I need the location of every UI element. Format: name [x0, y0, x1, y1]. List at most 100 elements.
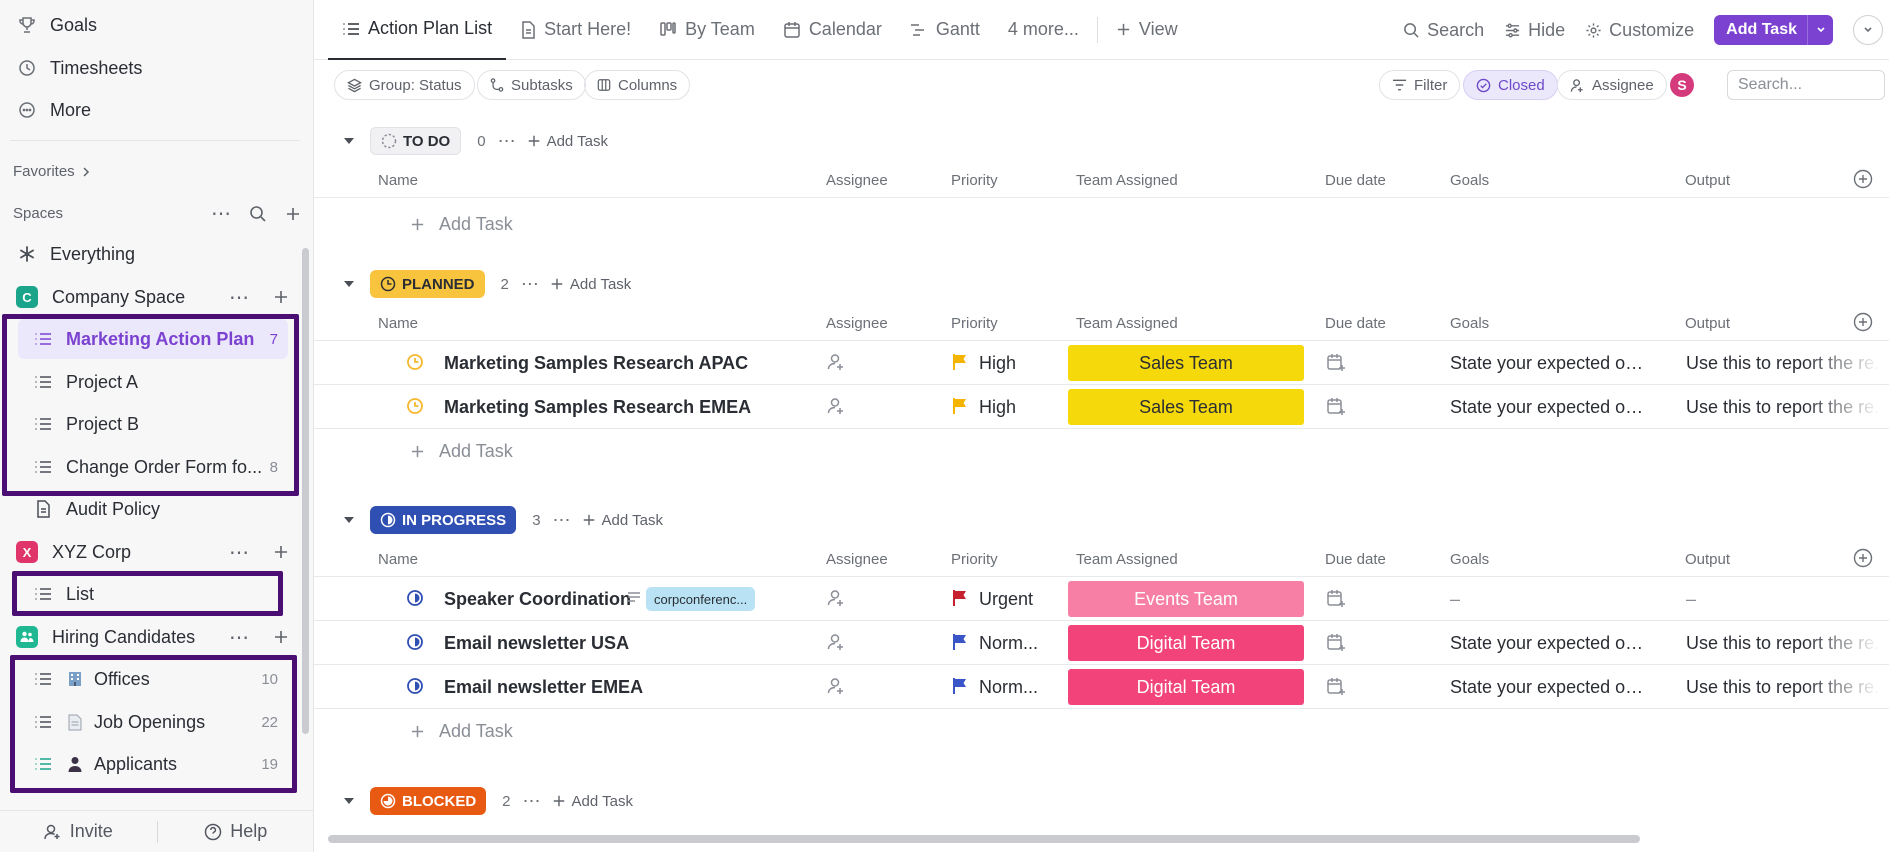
caret-down-icon[interactable] — [334, 797, 364, 805]
calendar-add-icon[interactable] — [1326, 396, 1346, 416]
column-due-date[interactable]: Due date — [1325, 172, 1386, 189]
tab-by-team[interactable]: By Team — [645, 0, 769, 60]
search-input[interactable] — [1727, 70, 1885, 100]
plus-icon[interactable] — [273, 629, 289, 645]
caret-down-icon[interactable] — [334, 280, 364, 288]
sidebar-list-applicants[interactable]: Applicants 19 — [8, 744, 288, 784]
status-planned-icon[interactable] — [406, 397, 424, 415]
column-output[interactable]: Output — [1685, 172, 1731, 189]
tab-gantt[interactable]: Gantt — [896, 0, 994, 60]
favorites-header[interactable]: Favorites — [13, 163, 91, 180]
team-badge[interactable]: Digital Team — [1068, 625, 1304, 661]
plus-icon[interactable] — [273, 289, 289, 305]
column-priority[interactable]: Priority — [951, 551, 998, 568]
output-cell[interactable]: Use this to report the re... — [1686, 353, 1881, 373]
priority-label[interactable]: High — [979, 353, 1017, 373]
flag-icon[interactable] — [952, 633, 968, 651]
more-icon[interactable]: ⋯ — [497, 130, 517, 151]
status-in-progress-icon[interactable] — [406, 677, 424, 695]
more-icon[interactable]: ⋯ — [211, 203, 231, 225]
collapse-button[interactable] — [1853, 15, 1883, 45]
goals-cell[interactable]: – — [1450, 589, 1461, 609]
status-pill[interactable]: BLOCKED — [370, 787, 487, 815]
group-add-task-button[interactable]: Add Task — [550, 276, 631, 293]
sidebar-item-timesheets[interactable]: Timesheets — [8, 48, 301, 88]
column-team-assigned[interactable]: Team Assigned — [1076, 172, 1178, 189]
task-row[interactable]: Email newsletter USA Norm... Digital Tea… — [314, 621, 1889, 665]
status-pill[interactable]: TO DO — [370, 127, 462, 155]
output-cell[interactable]: – — [1686, 589, 1697, 609]
search-icon[interactable] — [249, 205, 267, 223]
group-by-chip[interactable]: Group: Status — [334, 70, 475, 100]
goals-cell[interactable]: State your expected out-... — [1450, 397, 1646, 417]
more-icon[interactable]: ⋯ — [229, 626, 249, 649]
calendar-add-icon[interactable] — [1326, 352, 1346, 372]
column-due-date[interactable]: Due date — [1325, 315, 1386, 332]
column-goals[interactable]: Goals — [1450, 551, 1490, 568]
add-column-icon[interactable] — [1853, 169, 1873, 189]
column-output[interactable]: Output — [1685, 551, 1731, 568]
calendar-add-icon[interactable] — [1326, 632, 1346, 652]
sidebar-list-marketing-action-plan[interactable]: Marketing Action Plan 7 — [18, 319, 288, 359]
columns-chip[interactable]: Columns — [584, 70, 691, 100]
task-name[interactable]: Speaker Coordination — [444, 589, 632, 609]
plus-icon[interactable] — [285, 206, 301, 222]
output-cell[interactable]: Use this to report the re... — [1686, 397, 1881, 417]
sidebar-item-goals[interactable]: Goals — [8, 5, 301, 45]
team-badge[interactable]: Digital Team — [1068, 669, 1304, 705]
column-name[interactable]: Name — [378, 172, 419, 189]
task-name[interactable]: Marketing Samples Research APAC — [444, 353, 749, 373]
invite-button[interactable]: Invite — [0, 821, 157, 842]
horizontal-scrollbar[interactable] — [328, 835, 1640, 843]
column-assignee[interactable]: Assignee — [826, 172, 888, 189]
task-tag[interactable]: corpconferenc... — [646, 587, 756, 611]
sidebar-item-more[interactable]: More — [8, 90, 301, 130]
more-icon[interactable]: ⋯ — [229, 541, 249, 564]
status-planned-icon[interactable] — [406, 353, 424, 371]
more-icon[interactable]: ⋯ — [522, 790, 542, 811]
flag-icon[interactable] — [952, 677, 968, 695]
column-priority[interactable]: Priority — [951, 315, 998, 332]
assignee-chip[interactable]: Assignee — [1557, 70, 1667, 100]
group-add-task-button[interactable]: Add Task — [582, 512, 663, 529]
column-output[interactable]: Output — [1685, 315, 1731, 332]
priority-label[interactable]: Urgent — [979, 589, 1034, 609]
column-name[interactable]: Name — [378, 551, 419, 568]
priority-label[interactable]: High — [979, 397, 1017, 417]
sidebar-list-change-order-form[interactable]: Change Order Form fo... 8 — [8, 447, 288, 487]
column-due-date[interactable]: Due date — [1325, 551, 1386, 568]
sidebar-doc-audit-policy[interactable]: Audit Policy — [8, 489, 301, 529]
task-name[interactable]: Email newsletter USA — [444, 633, 630, 653]
status-pill[interactable]: PLANNED — [370, 270, 485, 298]
caret-down-icon[interactable] — [334, 516, 364, 524]
goals-cell[interactable]: State your expected out-... — [1450, 353, 1646, 373]
sidebar-list-list[interactable]: List — [8, 574, 278, 614]
team-badge[interactable]: Sales Team — [1068, 389, 1304, 425]
task-name[interactable]: Marketing Samples Research EMEA — [444, 397, 752, 417]
status-pill[interactable]: IN PROGRESS — [370, 506, 517, 534]
add-assignee-icon[interactable] — [826, 588, 846, 608]
team-badge[interactable]: Sales Team — [1068, 345, 1304, 381]
add-assignee-icon[interactable] — [826, 632, 846, 652]
status-in-progress-icon[interactable] — [406, 633, 424, 651]
more-icon[interactable]: ⋯ — [229, 286, 249, 309]
space-company-space[interactable]: C Company Space ⋯ — [8, 277, 301, 317]
column-team-assigned[interactable]: Team Assigned — [1076, 315, 1178, 332]
sidebar-list-offices[interactable]: Offices 10 — [8, 659, 288, 699]
space-xyz-corp[interactable]: X XYZ Corp ⋯ — [8, 532, 301, 572]
sidebar-item-everything[interactable]: Everything — [8, 234, 301, 274]
add-assignee-icon[interactable] — [826, 396, 846, 416]
add-task-row[interactable]: Add Task — [410, 202, 513, 246]
subtasks-chip[interactable]: Subtasks — [477, 70, 586, 100]
column-goals[interactable]: Goals — [1450, 315, 1490, 332]
task-row[interactable]: Marketing Samples Research APAC High Sal… — [314, 341, 1889, 385]
closed-chip[interactable]: Closed — [1463, 70, 1558, 100]
task-row[interactable]: Speaker Coordination corpconferenc... Ur… — [314, 577, 1889, 621]
search-button[interactable]: Search — [1403, 20, 1484, 41]
output-cell[interactable]: Use this to report the re... — [1686, 677, 1881, 697]
task-row[interactable]: Marketing Samples Research EMEA High Sal… — [314, 385, 1889, 429]
column-priority[interactable]: Priority — [951, 172, 998, 189]
sidebar-list-job-openings[interactable]: Job Openings 22 — [8, 702, 288, 742]
more-icon[interactable]: ⋯ — [520, 273, 540, 294]
filter-chip[interactable]: Filter — [1379, 70, 1461, 100]
